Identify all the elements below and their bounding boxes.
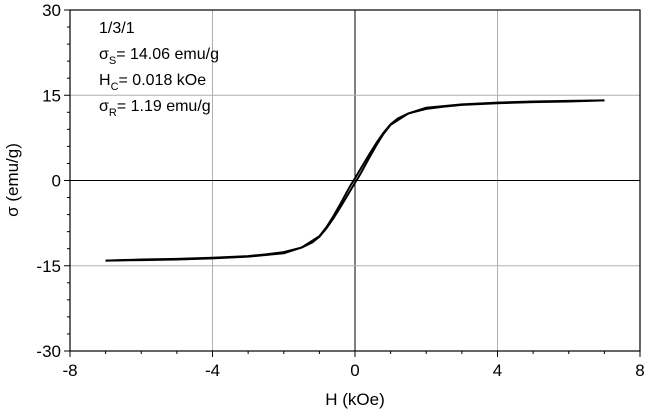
x-tick-label: -4 xyxy=(205,361,220,380)
ticks xyxy=(64,9,641,357)
hysteresis-branch-line xyxy=(105,99,605,262)
x-tick-label: -8 xyxy=(62,361,77,380)
tick-labels: -8 -4 0 4 8 -30 -15 0 15 30 xyxy=(36,1,644,380)
annotation-ms: σS= 14.06 emu/g xyxy=(99,46,219,67)
y-tick-label: 30 xyxy=(42,1,61,20)
annotation-sample: 1/3/1 xyxy=(99,20,135,37)
y-axis-title: σ (emu/g) xyxy=(3,143,22,217)
x-tick-label: 0 xyxy=(350,361,359,380)
annotation-hc: HC= 0.018 kOe xyxy=(99,72,206,93)
series xyxy=(105,99,605,262)
x-tick-label: 8 xyxy=(635,361,644,380)
y-tick-label: 0 xyxy=(52,172,61,191)
annotation-block: 1/3/1 σS= 14.06 emu/g HC= 0.018 kOe σR= … xyxy=(99,20,219,119)
y-tick-label: -30 xyxy=(36,342,61,361)
x-axis-title: H (kOe) xyxy=(325,390,385,409)
annotation-mr: σR= 1.19 emu/g xyxy=(99,98,211,119)
x-tick-label: 4 xyxy=(493,361,502,380)
grid xyxy=(70,10,640,351)
y-tick-label: -15 xyxy=(36,257,61,276)
y-tick-label: 15 xyxy=(42,86,61,105)
